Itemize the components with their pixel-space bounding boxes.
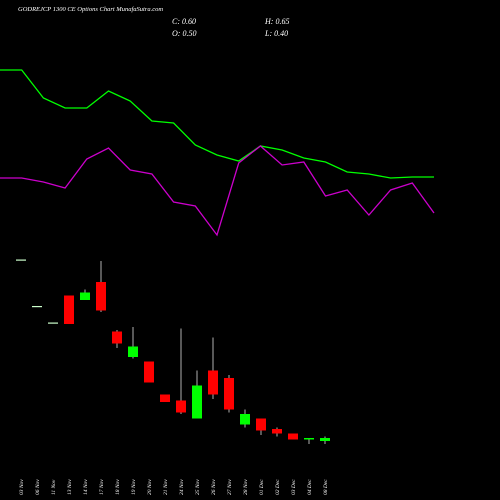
candle-body xyxy=(272,429,282,434)
candle-body xyxy=(240,414,250,425)
x-tick-label: 02 Dec xyxy=(275,479,281,495)
x-tick-label: 26 Nov xyxy=(211,479,217,495)
candle-body xyxy=(16,259,26,261)
x-tick-label: 04 Dec xyxy=(306,479,313,495)
candle-body xyxy=(256,418,266,431)
candle-body xyxy=(64,295,74,324)
candle-body xyxy=(96,282,106,311)
candle-body xyxy=(144,361,154,383)
candle-body xyxy=(208,370,218,395)
candle-body xyxy=(48,322,58,324)
candle-body xyxy=(224,378,234,410)
candle-body xyxy=(128,346,138,357)
x-tick-label: 01 Dec xyxy=(259,479,265,495)
chart-title: GODREJCP 1300 CE Options Chart MunafaSut… xyxy=(18,6,163,13)
candle-body xyxy=(112,331,122,344)
x-tick-label: 17 Nov xyxy=(99,479,105,495)
summary-close: C: 0.60 xyxy=(172,17,196,26)
x-tick-label: 25 Nov xyxy=(195,479,201,495)
candle-body xyxy=(192,385,202,419)
candle-body xyxy=(176,400,186,413)
x-tick-label: 11 Nov xyxy=(51,479,57,495)
summary-high: H: 0.65 xyxy=(264,17,289,26)
candle-body xyxy=(32,306,42,308)
x-tick-label: 21 Nov xyxy=(163,479,169,495)
indicator-line xyxy=(0,69,434,179)
x-tick-label: 27 Nov xyxy=(227,479,233,495)
x-tick-label: 06 Nov xyxy=(35,479,41,495)
x-tick-label: 19 Nov xyxy=(131,479,137,495)
x-tick-label: 28 Nov xyxy=(243,479,249,495)
candle-body xyxy=(304,438,314,440)
x-tick-label: 24 Nov xyxy=(178,479,185,495)
x-tick-label: 18 Nov xyxy=(115,479,121,495)
summary-low: L: 0.40 xyxy=(264,29,288,38)
summary-open: O: 0.50 xyxy=(172,29,196,38)
x-tick-label: 08 Dec xyxy=(323,479,329,495)
x-tick-label: 03 Nov xyxy=(19,479,25,495)
candle-body xyxy=(288,433,298,440)
x-tick-label: 14 Nov xyxy=(82,479,89,495)
x-tick-label: 03 Dec xyxy=(291,479,297,495)
candle-body xyxy=(160,394,170,402)
x-tick-label: 20 Nov xyxy=(147,479,153,495)
candle-body xyxy=(320,438,330,441)
x-tick-label: 13 Nov xyxy=(67,479,73,495)
indicator-line xyxy=(0,145,435,237)
candle-body xyxy=(80,292,90,300)
